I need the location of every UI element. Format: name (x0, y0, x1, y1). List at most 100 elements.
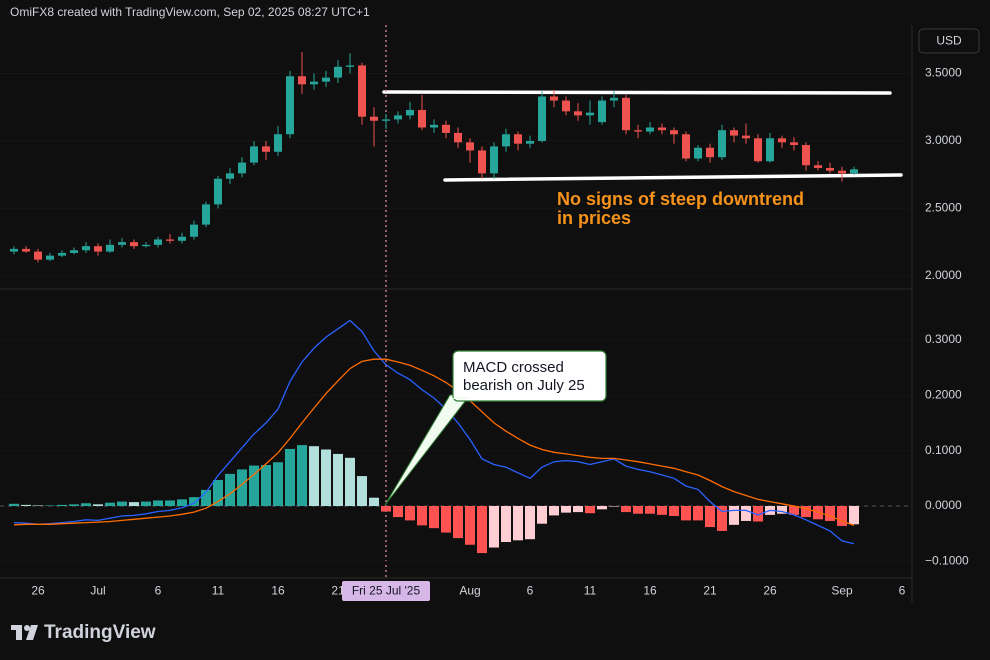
candle-body (634, 130, 642, 132)
candle-body (178, 236, 186, 241)
histogram-bar (237, 469, 247, 506)
histogram-bar (129, 502, 139, 506)
candle-body (94, 246, 102, 252)
histogram-bar (117, 501, 127, 506)
candle-body (406, 109, 414, 116)
histogram-bar (741, 506, 751, 521)
histogram-bar (777, 506, 787, 514)
candle-body (442, 124, 450, 133)
histogram-bar (81, 503, 91, 506)
histogram-bar (189, 497, 199, 506)
candle-body (778, 138, 786, 143)
histogram-bar (633, 506, 643, 514)
candle-body (22, 248, 30, 252)
candle-body (382, 119, 390, 121)
candle-body (826, 167, 834, 171)
header: OmiFX8 created with TradingView.com, Sep… (10, 5, 370, 19)
y-tick-label: 0.1000 (925, 443, 962, 457)
x-tick-label: 26 (763, 584, 777, 598)
histogram-bar (549, 506, 559, 516)
candle-body (154, 239, 162, 245)
candle-body (550, 96, 558, 101)
candle-body (502, 134, 510, 147)
histogram-bar (801, 506, 811, 518)
annotation: in prices (557, 208, 631, 228)
x-tick-label: Jul (90, 584, 105, 598)
histogram-bar (105, 502, 115, 506)
histogram-bar (693, 506, 703, 521)
histogram-bar (69, 504, 79, 506)
candle-body (82, 246, 90, 251)
histogram-bar (453, 506, 463, 539)
histogram-bar (465, 506, 475, 545)
histogram-bar (57, 504, 67, 506)
histogram-bar (669, 506, 679, 516)
y-tick-label: −0.1000 (925, 554, 969, 568)
histogram-bar (585, 506, 595, 514)
candle-body (10, 248, 18, 252)
histogram-bar (717, 506, 727, 531)
histogram-bar (849, 506, 859, 525)
x-tick-label: 11 (212, 584, 225, 598)
candle-body (334, 66, 342, 78)
histogram-bar (597, 506, 607, 510)
histogram-bar (525, 506, 535, 540)
histogram-bar (609, 506, 619, 507)
histogram-bar (705, 506, 715, 528)
trendline (382, 90, 892, 95)
logo-part (26, 625, 38, 640)
histogram-bar (381, 506, 391, 512)
candle-body (130, 242, 138, 247)
x-tick-label: 6 (899, 584, 906, 598)
candle-body (514, 134, 522, 144)
candle-body (790, 142, 798, 146)
x-tick-label: 16 (643, 584, 657, 598)
x-tick-label: 16 (271, 584, 285, 598)
histogram-bar (201, 489, 211, 506)
candle-body (754, 138, 762, 162)
macd-line (13, 319, 855, 545)
candle-body (310, 81, 318, 85)
callout-text: bearish on July 25 (463, 377, 585, 394)
candle-body (46, 255, 54, 260)
histogram-bar (273, 462, 283, 506)
y-tick-label: 0.3000 (925, 332, 962, 346)
y-tick-label: 3.0000 (925, 133, 962, 147)
currency[interactable]: USD (936, 34, 962, 48)
histogram-bar (225, 473, 235, 506)
annotation: No signs of steep downtrend (557, 189, 804, 209)
histogram-bar (621, 506, 631, 513)
candle-body (250, 146, 258, 163)
candle-body (226, 173, 234, 179)
histogram-bar (9, 503, 19, 506)
histogram-bar (249, 465, 259, 506)
candle-body (490, 146, 498, 174)
candle-body (370, 116, 378, 121)
candle-body (454, 132, 462, 143)
logo-part (16, 625, 22, 640)
histogram-bar (657, 506, 667, 515)
candle-body (574, 111, 582, 116)
histogram-bar (825, 506, 835, 521)
histogram-bar (489, 506, 499, 548)
candle-body (262, 146, 270, 152)
histogram-bar (429, 506, 439, 529)
histogram-bar (753, 506, 763, 522)
candle-body (694, 147, 702, 159)
x-tick-label: 21 (703, 584, 717, 598)
candle-body (106, 244, 114, 252)
histogram-bar (333, 453, 343, 506)
candle-body (58, 252, 66, 256)
callout-box (452, 350, 607, 402)
y-tick-label: 0.2000 (925, 387, 962, 401)
y-tick-label: 2.5000 (925, 201, 962, 215)
histogram-bar (345, 457, 355, 506)
histogram-bar (93, 504, 103, 506)
histogram-bar (537, 506, 547, 524)
callout-text: MACD crossed (463, 359, 564, 376)
currency-box[interactable] (918, 28, 980, 54)
candle-body (562, 100, 570, 112)
histogram-bar (477, 506, 487, 554)
candle-body (766, 138, 774, 162)
candle-body (274, 134, 282, 152)
